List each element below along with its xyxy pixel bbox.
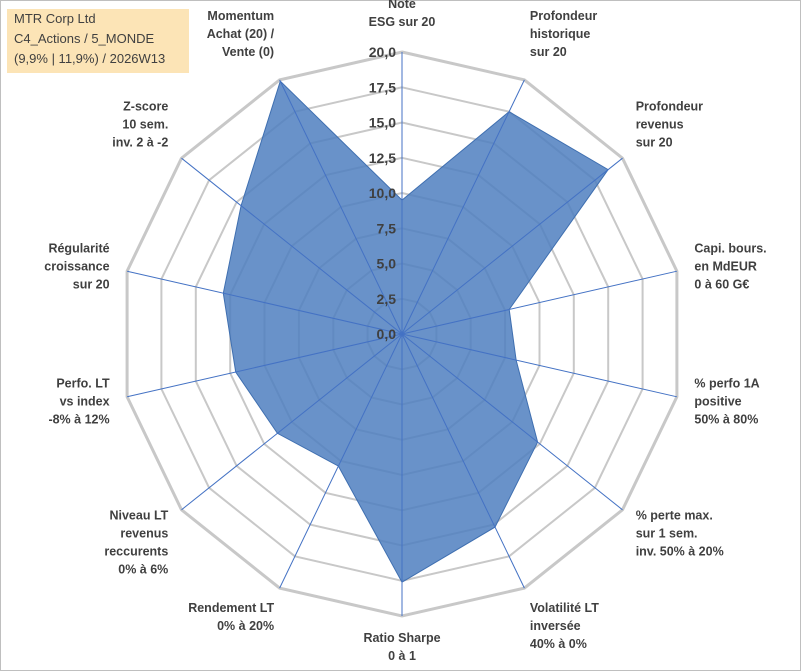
radial-tick-label: 12,5 bbox=[369, 150, 396, 166]
axis-label: Ratio Sharpe 0 à 1 bbox=[363, 631, 440, 663]
axis-label: Profondeur revenus sur 20 bbox=[636, 100, 703, 150]
axis-spoke bbox=[181, 333, 403, 511]
title-category: C4_Actions / 5_MONDE bbox=[14, 31, 155, 46]
series-area bbox=[222, 80, 609, 583]
axis-spoke bbox=[279, 333, 403, 589]
radial-tick-label: 2,5 bbox=[377, 291, 397, 307]
axis-label: Profondeur historique sur 20 bbox=[530, 9, 597, 59]
axis-label: Z-score 10 sem. inv. 2 à -2 bbox=[112, 100, 168, 150]
axis-spoke bbox=[401, 79, 525, 335]
axis-spoke bbox=[401, 270, 678, 335]
radial-tick-label: 0,0 bbox=[377, 326, 397, 342]
radial-tick-label: 17,5 bbox=[369, 79, 396, 95]
axis-spoke bbox=[401, 333, 525, 589]
axis-label: Rendement LT 0% à 20% bbox=[188, 601, 274, 633]
axis-spoke bbox=[181, 157, 403, 335]
axis-label: % perfo 1A positive 50% à 80% bbox=[694, 377, 759, 427]
axis-label: Perfo. LT vs index -8% à 12% bbox=[48, 377, 110, 427]
axis-label: Régularité croissance sur 20 bbox=[44, 241, 109, 291]
axis-spoke bbox=[401, 157, 623, 335]
axis-label: Volatilité LT inversée 40% à 0% bbox=[530, 601, 599, 651]
axis-spoke bbox=[401, 333, 678, 398]
title-company: MTR Corp Ltd bbox=[14, 11, 96, 26]
axis-spoke bbox=[279, 79, 403, 335]
radial-tick-label: 7,5 bbox=[377, 220, 397, 236]
radial-tick-label: 15,0 bbox=[369, 115, 396, 131]
axis-spoke bbox=[401, 333, 623, 511]
axis-label: Niveau LT revenus reccurents 0% à 6% bbox=[104, 509, 168, 577]
title-stats: (9,9% | 11,9%) / 2026W13 bbox=[14, 51, 166, 66]
axis-label: Momentum Achat (20) / Vente (0) bbox=[207, 9, 275, 59]
radial-tick-label: 5,0 bbox=[377, 256, 397, 272]
axis-label: % perte max. sur 1 sem. inv. 50% à 20% bbox=[636, 509, 724, 559]
radial-tick-label: 20,0 bbox=[369, 44, 396, 60]
axis-spoke bbox=[126, 270, 403, 335]
axis-label: Capi. bours. en MdEUR 0 à 60 G€ bbox=[694, 241, 766, 291]
axis-label: Note ESG sur 20 bbox=[369, 0, 436, 29]
axis-spoke bbox=[126, 333, 403, 398]
radial-tick-label: 10,0 bbox=[369, 185, 396, 201]
chart-title-box: MTR Corp Ltd C4_Actions / 5_MONDE (9,9% … bbox=[7, 9, 189, 73]
